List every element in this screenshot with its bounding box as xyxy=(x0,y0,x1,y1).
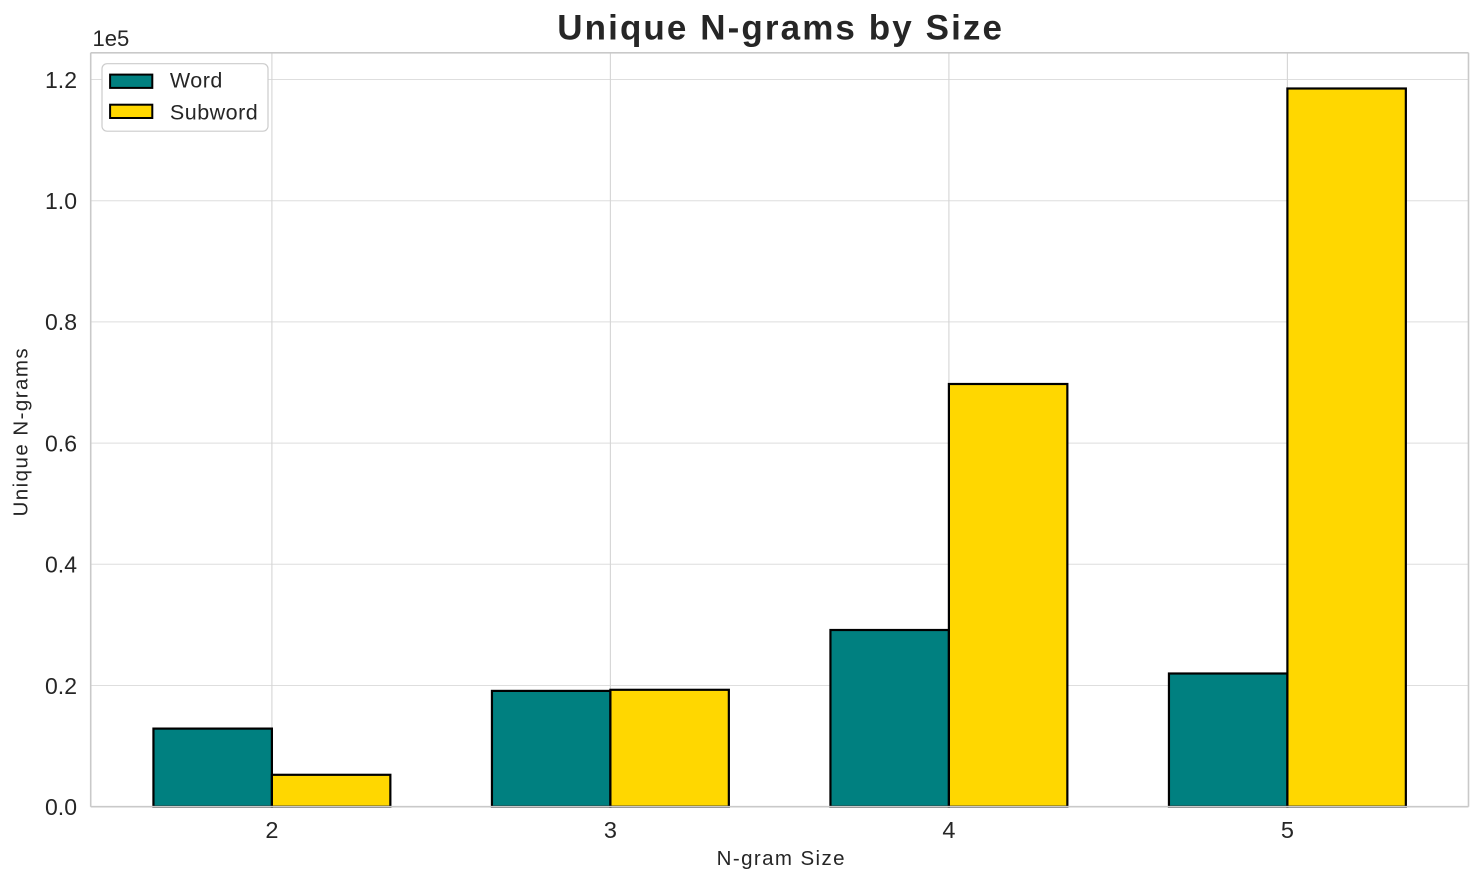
svg-text:0.0: 0.0 xyxy=(45,794,77,820)
svg-text:2: 2 xyxy=(265,817,278,843)
svg-text:4: 4 xyxy=(942,817,955,843)
svg-text:5: 5 xyxy=(1281,817,1294,843)
svg-text:3: 3 xyxy=(604,817,617,843)
svg-text:0.6: 0.6 xyxy=(45,430,77,456)
svg-text:Subword: Subword xyxy=(170,101,258,125)
svg-text:1.2: 1.2 xyxy=(45,67,77,93)
svg-text:N-gram Size: N-gram Size xyxy=(717,847,846,870)
svg-text:0.2: 0.2 xyxy=(45,673,77,699)
svg-text:1.0: 1.0 xyxy=(45,188,77,214)
svg-text:Unique N-grams: Unique N-grams xyxy=(10,347,33,517)
svg-text:0.8: 0.8 xyxy=(45,309,77,335)
svg-text:1e5: 1e5 xyxy=(93,26,130,51)
svg-text:0.4: 0.4 xyxy=(45,552,77,578)
svg-text:Word: Word xyxy=(170,69,223,93)
svg-text:Unique N-grams by Size: Unique N-grams by Size xyxy=(557,8,1004,47)
